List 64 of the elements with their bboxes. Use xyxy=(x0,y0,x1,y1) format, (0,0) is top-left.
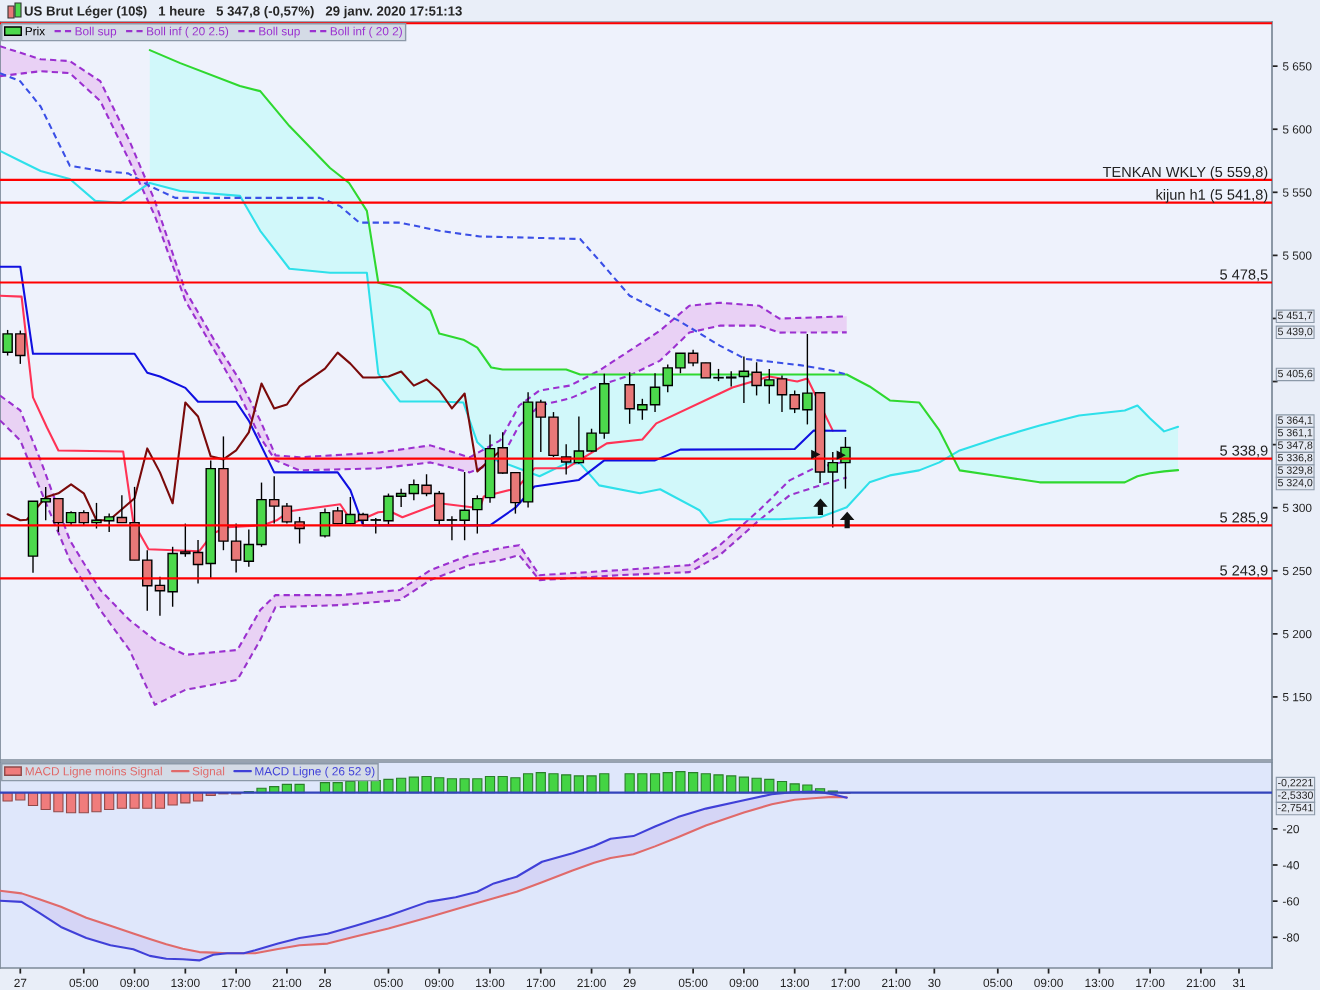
text: -0,2221 xyxy=(1278,778,1313,788)
ref-line-label: 5 338,9 xyxy=(1220,445,1268,458)
y-tick-label: 5 600 xyxy=(1282,125,1312,134)
x-tick-label: 05:00 xyxy=(374,978,403,988)
x-tick-label: 21:00 xyxy=(577,978,606,988)
ref-line-label: 5 243,9 xyxy=(1220,565,1268,578)
text: 5 364,1 xyxy=(1277,416,1313,426)
x-tick-label: 13:00 xyxy=(476,978,505,988)
y-tick-label: -80 xyxy=(1282,933,1300,942)
x-tick-label: 09:00 xyxy=(729,978,759,988)
x-tick-label: 17:00 xyxy=(1136,978,1165,988)
text: 5 439,0 xyxy=(1277,327,1313,337)
ref-line-label: TENKAN WKLY (5 559,8) xyxy=(1102,166,1268,180)
x-tick-label: 09:00 xyxy=(424,978,454,988)
text: -2,5330 xyxy=(1278,791,1313,801)
text: 5 347,8 xyxy=(1277,441,1313,451)
text: 5 405,6 xyxy=(1277,369,1313,379)
legend-label: Boll inf ( 20 2.5) xyxy=(147,26,229,38)
y-tick-label: -60 xyxy=(1282,897,1300,906)
text: 5 324,0 xyxy=(1277,478,1313,488)
text: 5 451,7 xyxy=(1277,311,1313,321)
y-tick-label: 5 150 xyxy=(1282,692,1312,702)
y-tick-label: 5 250 xyxy=(1282,566,1312,576)
y-tick-label: 5 650 xyxy=(1282,62,1312,71)
x-tick-label: 13:00 xyxy=(1085,978,1114,988)
legend-label: Boll sup xyxy=(259,26,300,38)
text: 5 361,1 xyxy=(1277,428,1313,438)
x-tick-label: 13:00 xyxy=(171,978,200,988)
legend-label: MACD Ligne moins Signal xyxy=(25,766,162,778)
x-tick-label: 05:00 xyxy=(69,978,99,988)
x-tick-label: 27 xyxy=(14,978,27,987)
y-tick-label: -40 xyxy=(1282,861,1300,870)
x-tick-label: 28 xyxy=(319,978,332,988)
x-tick-label: 17:00 xyxy=(222,978,251,988)
legend-label: Boll inf ( 20 2) xyxy=(330,26,402,38)
text: 5 336,8 xyxy=(1277,453,1313,463)
x-tick-label: 21:00 xyxy=(272,978,302,988)
ref-line-label: kijun h1 (5 541,8) xyxy=(1156,189,1268,203)
x-tick-label: 05:00 xyxy=(678,978,708,988)
x-tick-label: 21:00 xyxy=(1186,978,1216,988)
legend-label: MACD Ligne ( 26 52 9) xyxy=(255,766,375,778)
x-tick-label: 30 xyxy=(928,978,941,988)
legend-label: Boll sup xyxy=(75,26,117,38)
y-tick-label: 5 500 xyxy=(1282,251,1312,260)
x-tick-label: 29 xyxy=(623,978,636,988)
x-tick-label: 17:00 xyxy=(831,978,860,988)
text: -2,7541 xyxy=(1278,803,1313,813)
legend-label: Signal xyxy=(192,766,225,778)
chart-title: US Brut Léger (10$) 1 heure 5 347,8 (-0,57%) 29 janv. 2020 17:51:13 xyxy=(24,5,462,19)
x-tick-label: 09:00 xyxy=(120,978,149,988)
ref-line-label: 5 285,9 xyxy=(1220,512,1268,525)
x-tick-label: 13:00 xyxy=(780,978,809,988)
x-tick-label: 17:00 xyxy=(526,978,556,988)
x-tick-label: 31 xyxy=(1232,978,1245,988)
x-tick-label: 21:00 xyxy=(882,978,911,988)
x-tick-label: 09:00 xyxy=(1034,978,1063,988)
ref-line-label: 5 478,5 xyxy=(1220,269,1268,282)
y-tick-label: 5 300 xyxy=(1282,503,1312,513)
y-tick-label: 5 550 xyxy=(1282,188,1312,197)
y-tick-label: -20 xyxy=(1282,824,1300,834)
x-tick-label: 05:00 xyxy=(983,978,1013,988)
y-tick-label: 5 200 xyxy=(1282,629,1312,639)
legend-label: Prix xyxy=(25,26,45,36)
text: 5 329,8 xyxy=(1277,466,1313,476)
